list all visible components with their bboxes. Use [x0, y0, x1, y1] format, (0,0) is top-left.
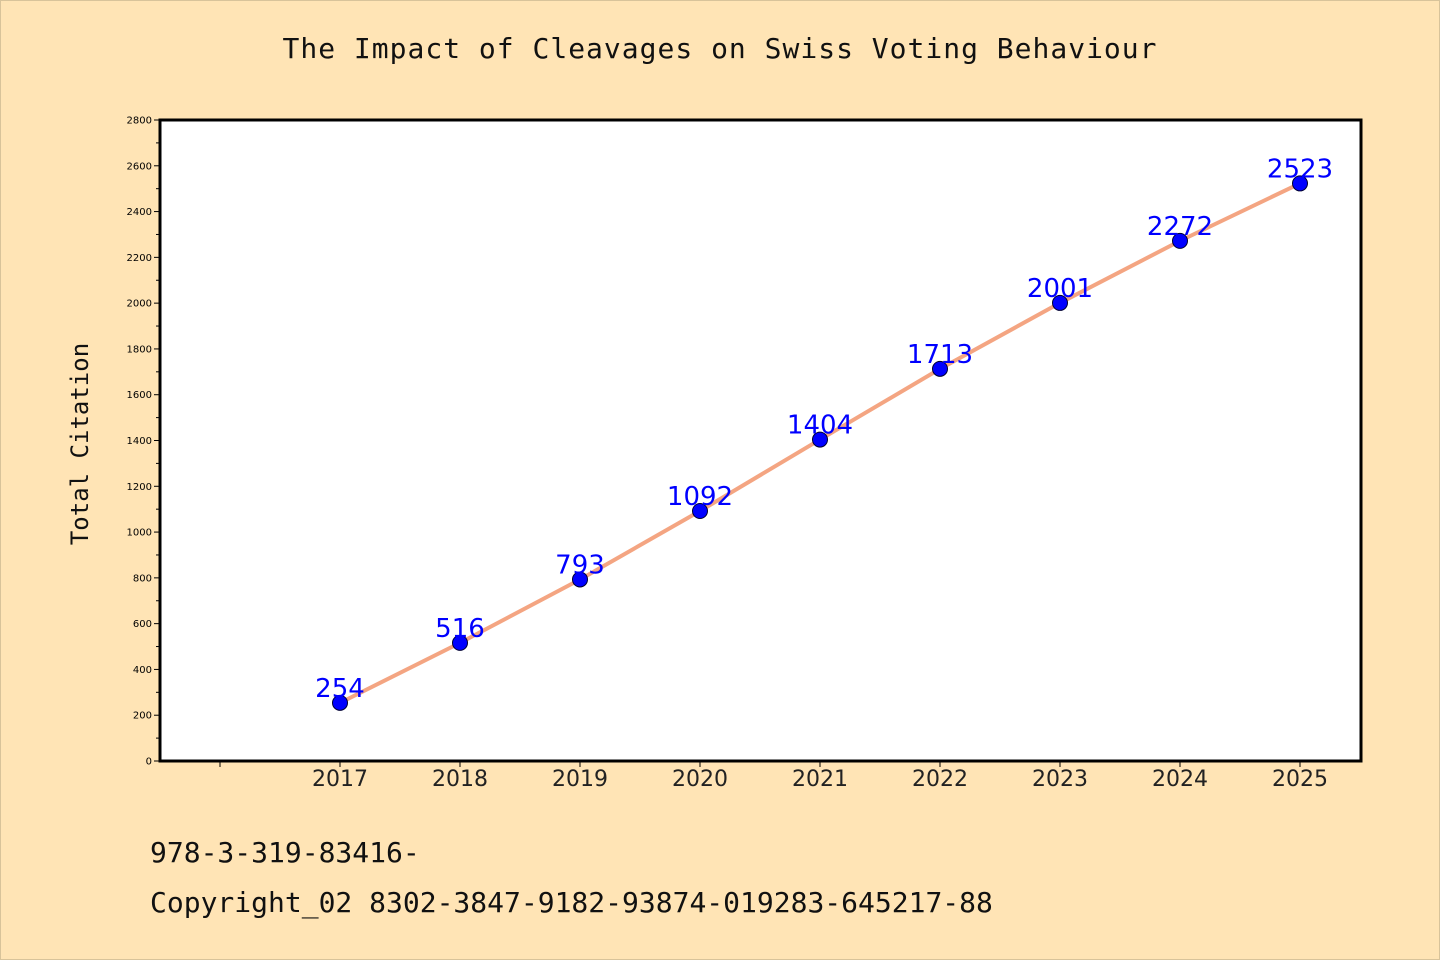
x-tick-label: 2020 — [672, 767, 728, 792]
y-tick-label: 0 — [146, 757, 152, 768]
x-tick-label: 2024 — [1152, 767, 1208, 792]
data-label: 793 — [555, 550, 605, 580]
y-tick-label: 400 — [133, 665, 152, 676]
data-point — [1292, 175, 1308, 192]
y-tick-label: 600 — [133, 619, 152, 630]
chart-title: The Impact of Cleavages on Swiss Voting … — [282, 32, 1158, 65]
y-tick-label: 2800 — [127, 116, 152, 127]
x-tick-label: 2022 — [912, 767, 968, 792]
x-tick-label: 2018 — [432, 767, 488, 792]
y-tick-label: 2000 — [127, 299, 152, 310]
y-tick-label: 1800 — [127, 344, 152, 355]
data-point — [332, 694, 348, 711]
data-label: 2272 — [1147, 212, 1213, 242]
data-label: 2523 — [1267, 154, 1333, 184]
data-label: 1713 — [907, 340, 973, 370]
data-label: 516 — [435, 614, 485, 644]
x-tick-label: 2021 — [792, 767, 848, 792]
data-label: 254 — [315, 674, 365, 704]
y-tick-label: 2200 — [127, 253, 152, 264]
data-point — [1172, 232, 1188, 249]
y-tick-label: 800 — [133, 573, 152, 584]
data-point — [692, 503, 708, 520]
y-tick-label: 1400 — [127, 436, 152, 447]
y-tick-label: 2600 — [127, 161, 152, 172]
x-tick-label: 2023 — [1032, 767, 1088, 792]
y-tick-label: 1000 — [127, 528, 152, 539]
isbn-text: 978-3-319-83416- — [150, 836, 420, 869]
x-tick-label: 2025 — [1272, 767, 1328, 792]
y-tick-label: 200 — [133, 711, 152, 722]
data-point — [452, 634, 468, 651]
x-tick-label: 2017 — [312, 767, 368, 792]
copyright-text: Copyright_02 8302-3847-9182-93874-019283… — [150, 886, 993, 919]
data-label: 1092 — [667, 482, 733, 512]
data-label: 2001 — [1027, 274, 1093, 304]
y-tick-label: 1200 — [127, 482, 152, 493]
plot-area — [158, 118, 1363, 763]
data-point — [812, 431, 828, 448]
data-point — [572, 571, 588, 588]
y-tick-label: 1600 — [127, 390, 152, 401]
x-tick-label: 2019 — [552, 767, 608, 792]
data-point — [1052, 294, 1068, 311]
data-point — [932, 360, 948, 377]
y-tick-label: 2400 — [127, 207, 152, 218]
data-label: 1404 — [787, 411, 853, 441]
